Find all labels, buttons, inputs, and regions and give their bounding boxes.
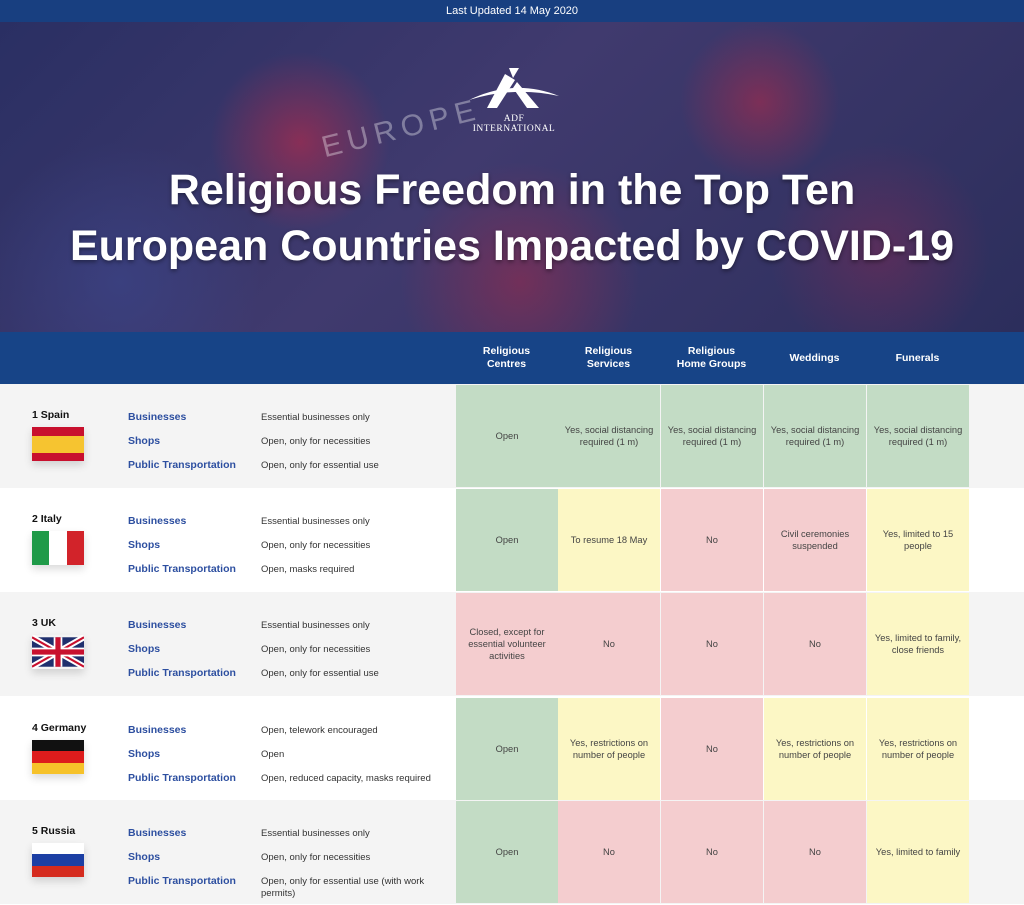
- category-label: Public Transportation: [128, 667, 236, 679]
- status-cell: Yes, restrictions on number of people: [867, 698, 969, 800]
- country-name: 3 UK: [32, 617, 56, 629]
- adf-logo-icon: [469, 68, 559, 108]
- status-cell: Yes, restrictions on number of people: [558, 698, 660, 800]
- status-cell: No: [661, 801, 763, 903]
- category-value: Essential businesses only: [261, 828, 370, 839]
- status-cell: Open: [456, 489, 558, 591]
- column-header: Religious Centres: [482, 345, 531, 370]
- category-value: Open, telework encouraged: [261, 725, 378, 736]
- last-updated-bar: Last Updated 14 May 2020: [0, 0, 1024, 22]
- status-cell: No: [558, 801, 660, 903]
- category-label: Businesses: [128, 515, 187, 527]
- status-cell: Yes, social distancing required (1 m): [558, 385, 660, 487]
- status-cell: Yes, limited to family: [867, 801, 969, 903]
- status-cell: Civil ceremonies suspended: [764, 489, 866, 591]
- adf-logo: ADF INTERNATIONAL: [462, 66, 566, 134]
- category-value: Essential businesses only: [261, 620, 370, 631]
- category-value: Open, masks required: [261, 564, 355, 575]
- hero-banner: EUROPE ADF INTERNATIONAL Religious Freed…: [0, 22, 1024, 332]
- country-row: 5 Russia Businesses Essential businesses…: [0, 800, 1024, 904]
- status-cell: Yes, limited to family, close friends: [867, 593, 969, 695]
- country-row: 3 UK Businesses Essential businesses onl…: [0, 592, 1024, 696]
- category-label: Shops: [128, 643, 161, 655]
- country-name: 1 Spain: [32, 409, 70, 421]
- category-label: Businesses: [128, 827, 187, 839]
- country-row: 4 Germany Businesses Open, telework enco…: [0, 697, 1024, 801]
- category-value: Open, only for necessities: [261, 852, 371, 863]
- status-cell: Closed, except for essential volunteer a…: [456, 593, 558, 695]
- title-line-1: Religious Freedom in the Top Ten: [168, 166, 856, 214]
- germany-flag-icon: [32, 740, 84, 774]
- status-cell: Yes, restrictions on number of people: [764, 698, 866, 800]
- category-value: Open, only for essential use: [261, 668, 379, 679]
- status-cell: Yes, limited to 15 people: [867, 489, 969, 591]
- category-label: Public Transportation: [128, 875, 236, 887]
- category-label: Public Transportation: [128, 563, 236, 575]
- category-value: Open: [261, 749, 285, 760]
- map-label: EUROPE: [318, 92, 485, 165]
- status-cell: No: [764, 593, 866, 695]
- russia-flag-icon: [32, 843, 84, 877]
- spain-flag-icon: [32, 427, 84, 461]
- category-label: Businesses: [128, 411, 187, 423]
- table-header: Religious Centres Religious Services Relig…: [0, 332, 1024, 384]
- category-value: Open, only for necessities: [261, 644, 371, 655]
- page-title: Religious Freedom in the Top Ten Europea…: [0, 162, 1024, 274]
- category-label: Public Transportation: [128, 772, 236, 784]
- category-value: Open, only for essential use: [261, 460, 379, 471]
- status-cell: No: [661, 593, 763, 695]
- status-cell: To resume 18 May: [558, 489, 660, 591]
- uk-flag-icon: [32, 635, 84, 669]
- status-cell: No: [558, 593, 660, 695]
- category-label: Shops: [128, 539, 161, 551]
- category-value: Open, reduced capacity, masks required: [261, 773, 431, 784]
- country-name: 2 Italy: [32, 513, 62, 525]
- logo-text: ADF INTERNATIONAL: [472, 114, 556, 134]
- country-row: 1 Spain Businesses Essential businesses …: [0, 384, 1024, 488]
- title-line-2: European Countries Impacted by COVID-19: [69, 222, 955, 270]
- category-label: Shops: [128, 748, 161, 760]
- category-label: Public Transportation: [128, 459, 236, 471]
- category-value: Essential businesses only: [261, 516, 370, 527]
- country-name: 4 Germany: [32, 722, 87, 734]
- status-cell: Yes, social distancing required (1 m): [764, 385, 866, 487]
- status-cell: No: [764, 801, 866, 903]
- status-cell: Yes, social distancing required (1 m): [661, 385, 763, 487]
- status-cell: No: [661, 698, 763, 800]
- italy-flag-icon: [32, 531, 84, 565]
- column-header: Weddings: [789, 351, 840, 364]
- country-name: 5 Russia: [32, 825, 76, 837]
- country-row: 2 Italy Businesses Essential businesses …: [0, 488, 1024, 592]
- category-value: Open, only for essential use (with work …: [261, 876, 425, 899]
- category-value: Open, only for necessities: [261, 540, 371, 551]
- column-header: Religious Home Groups: [676, 345, 747, 370]
- status-cell: Open: [456, 385, 558, 487]
- category-label: Businesses: [128, 724, 187, 736]
- status-cell: Open: [456, 801, 558, 903]
- column-header: Religious Services: [584, 345, 633, 370]
- category-label: Shops: [128, 851, 161, 863]
- status-cell: Open: [456, 698, 558, 800]
- category-value: Open, only for necessities: [261, 436, 371, 447]
- status-cell: Yes, social distancing required (1 m): [867, 385, 969, 487]
- category-value: Essential businesses only: [261, 412, 370, 423]
- category-label: Businesses: [128, 619, 187, 631]
- category-label: Shops: [128, 435, 161, 447]
- status-cell: No: [661, 489, 763, 591]
- column-header: Funerals: [895, 351, 940, 364]
